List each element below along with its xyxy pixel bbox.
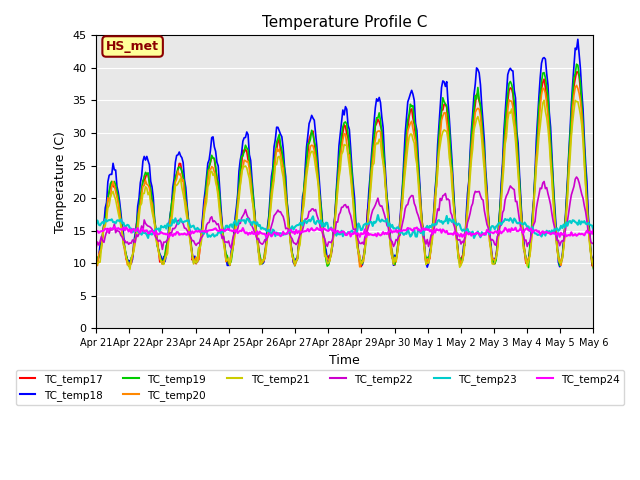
TC_temp21 <box>125 262 132 268</box>
TC_temp20 <box>92 262 100 268</box>
TC_temp18 <box>522 254 530 260</box>
TC_temp24 <box>92 228 100 234</box>
Legend: TC_temp17, TC_temp18, TC_temp19, TC_temp20, TC_temp21, TC_temp22, TC_temp23, TC_: TC_temp17, TC_temp18, TC_temp19, TC_temp… <box>15 370 624 405</box>
TC_temp21 <box>448 183 456 189</box>
TC_temp21 <box>126 266 134 272</box>
TC_temp17 <box>348 176 356 181</box>
TC_temp22 <box>588 240 596 246</box>
TC_temp18 <box>588 257 596 263</box>
TC_temp23 <box>374 212 381 218</box>
TC_temp19 <box>109 181 117 187</box>
TC_temp23 <box>144 235 152 241</box>
TC_temp19 <box>125 264 132 269</box>
TC_temp17 <box>92 259 100 265</box>
Line: TC_temp20: TC_temp20 <box>96 85 593 267</box>
TC_temp22 <box>349 227 357 232</box>
TC_temp22 <box>522 237 530 243</box>
TC_temp19 <box>573 61 580 67</box>
TC_temp19 <box>92 262 100 268</box>
TC_temp20 <box>447 163 454 169</box>
TC_temp18 <box>348 166 356 171</box>
TC_temp21 <box>109 189 117 194</box>
Text: HS_met: HS_met <box>106 40 159 53</box>
TC_temp24 <box>589 227 597 233</box>
TC_temp24 <box>109 226 117 231</box>
TC_temp18 <box>448 156 456 162</box>
TC_temp19 <box>348 170 356 176</box>
TC_temp24 <box>588 231 596 237</box>
TC_temp17 <box>357 264 365 270</box>
TC_temp20 <box>573 83 580 88</box>
Line: TC_temp23: TC_temp23 <box>96 215 593 238</box>
TC_temp20 <box>589 264 597 270</box>
X-axis label: Time: Time <box>330 354 360 367</box>
TC_temp20 <box>109 179 117 184</box>
TC_temp21 <box>522 255 530 261</box>
Line: TC_temp19: TC_temp19 <box>96 64 593 269</box>
TC_temp17 <box>589 262 597 267</box>
TC_temp22 <box>125 241 132 247</box>
TC_temp19 <box>447 149 454 155</box>
TC_temp22 <box>448 212 456 218</box>
TC_temp18 <box>574 36 582 42</box>
TC_temp22 <box>573 174 580 180</box>
TC_temp20 <box>125 260 132 266</box>
TC_temp20 <box>587 250 595 256</box>
TC_temp21 <box>540 97 548 103</box>
TC_temp20 <box>521 247 529 252</box>
Line: TC_temp21: TC_temp21 <box>96 100 593 269</box>
TC_temp17 <box>125 260 132 265</box>
TC_temp17 <box>522 260 530 266</box>
TC_temp23 <box>449 217 457 223</box>
Title: Temperature Profile C: Temperature Profile C <box>262 15 428 30</box>
TC_temp23 <box>588 223 596 228</box>
TC_temp17 <box>109 183 117 189</box>
TC_temp23 <box>109 219 117 225</box>
TC_temp22 <box>159 247 166 252</box>
TC_temp22 <box>92 245 100 251</box>
TC_temp18 <box>109 160 117 166</box>
TC_temp20 <box>348 183 356 189</box>
TC_temp22 <box>589 240 597 246</box>
TC_temp18 <box>92 263 100 269</box>
Line: TC_temp24: TC_temp24 <box>96 227 593 237</box>
TC_temp24 <box>351 229 358 235</box>
TC_temp23 <box>125 222 132 228</box>
TC_temp19 <box>587 251 595 256</box>
TC_temp24 <box>165 234 173 240</box>
TC_temp21 <box>589 262 597 267</box>
Line: TC_temp17: TC_temp17 <box>96 72 593 267</box>
TC_temp18 <box>125 258 132 264</box>
TC_temp23 <box>589 228 597 233</box>
TC_temp21 <box>588 258 596 264</box>
TC_temp23 <box>524 224 531 230</box>
TC_temp18 <box>589 254 597 260</box>
TC_temp21 <box>349 201 357 206</box>
TC_temp17 <box>573 69 580 75</box>
Line: TC_temp18: TC_temp18 <box>96 39 593 267</box>
Y-axis label: Temperature (C): Temperature (C) <box>54 131 67 233</box>
TC_temp23 <box>92 221 100 227</box>
TC_temp17 <box>448 172 456 178</box>
TC_temp24 <box>126 227 134 232</box>
TC_temp23 <box>349 230 357 236</box>
TC_temp22 <box>109 226 117 232</box>
TC_temp18 <box>424 264 431 270</box>
TC_temp24 <box>449 232 457 238</box>
TC_temp21 <box>92 259 100 265</box>
Line: TC_temp22: TC_temp22 <box>96 177 593 250</box>
TC_temp19 <box>521 248 529 253</box>
TC_temp19 <box>589 266 597 272</box>
TC_temp24 <box>111 224 118 230</box>
TC_temp24 <box>524 225 531 231</box>
TC_temp17 <box>588 263 596 269</box>
